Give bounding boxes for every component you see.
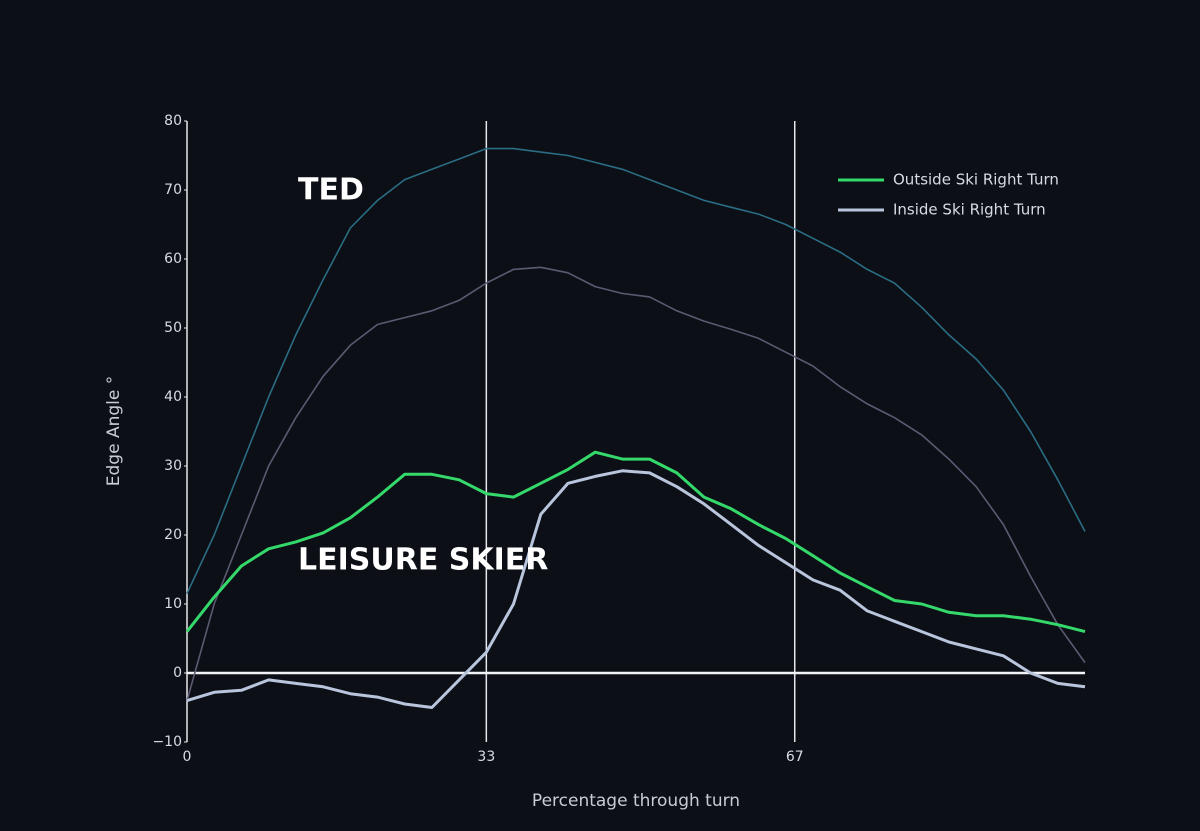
annotation: TED [298,173,364,208]
data-line [186,266,1086,701]
y-tick-label: 0 [173,665,182,681]
data-line [186,147,1086,594]
x-tick-label: 33 [477,749,495,765]
data-line [186,469,1086,709]
y-tick-label: 30 [164,458,182,474]
x-tick-label: 67 [786,749,804,765]
x-axis-title: Percentage through turn [532,791,740,811]
y-tick-label: 10 [164,596,182,612]
y-tick-label: 20 [164,527,182,543]
y-tick-label: −10 [152,734,182,750]
annotation: LEISURE SKIER [298,543,548,578]
legend-label: Inside Ski Right Turn [893,201,1046,219]
legend-label: Outside Ski Right Turn [893,171,1059,189]
y-tick-label: 40 [164,389,182,405]
y-tick-label: 60 [164,251,182,267]
y-tick-label: 70 [164,182,182,198]
y-tick-label: 50 [164,320,182,336]
data-line [185,450,1086,634]
y-tick-label: 80 [164,113,182,129]
x-tick-label: 0 [183,749,192,765]
y-axis-title: Edge Angle ° [104,376,124,486]
